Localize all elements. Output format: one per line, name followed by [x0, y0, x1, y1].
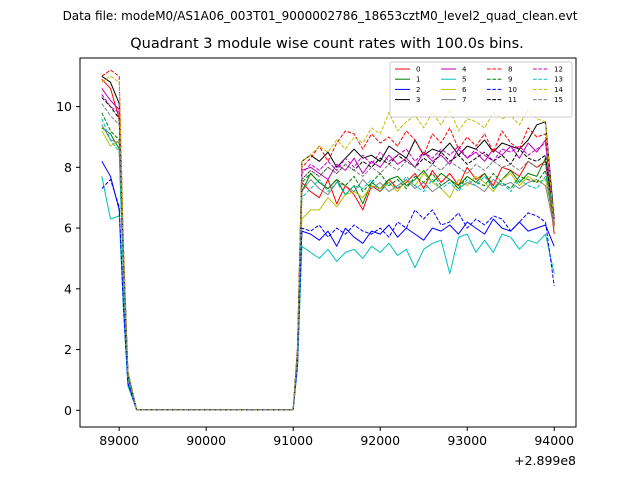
series-line-15 [101, 103, 555, 411]
series-line-10 [101, 179, 555, 411]
legend-label-6: 6 [462, 86, 467, 94]
legend-label-13: 13 [554, 76, 563, 84]
y-tick-label: 8 [64, 160, 72, 175]
x-axis: 89000 90000 91000 92000 93000 94000 [99, 427, 574, 448]
legend-label-15: 15 [554, 96, 563, 104]
x-tick-label: 90000 [186, 433, 226, 448]
legend-label-11: 11 [508, 96, 517, 104]
legend-label-10: 10 [508, 86, 517, 94]
legend-label-5: 5 [462, 76, 466, 84]
series-line-8 [101, 69, 555, 411]
legend-label-12: 12 [554, 66, 563, 74]
axes-frame [79, 57, 577, 428]
x-tick-label: 91000 [273, 433, 313, 448]
x-offset-label: +2.899e8 [514, 453, 576, 468]
y-axis: 0 2 4 6 8 10 [56, 99, 80, 418]
legend-label-2: 2 [416, 86, 420, 94]
y-tick-label: 2 [64, 342, 72, 357]
chart-title: Quadrant 3 module wise count rates with … [130, 36, 524, 52]
legend-label-0: 0 [416, 66, 420, 74]
series-line-14 [101, 75, 555, 411]
legend-label-7: 7 [462, 96, 466, 104]
y-tick-label: 0 [64, 403, 72, 418]
legend-box [389, 61, 573, 118]
x-tick-label: 93000 [447, 433, 487, 448]
suptitle: Data file: modeM0/AS1A06_003T01_90000027… [63, 9, 578, 23]
x-tick-label: 94000 [534, 433, 574, 448]
y-tick-label: 6 [64, 221, 72, 236]
legend-label-14: 14 [554, 86, 563, 94]
y-tick-label: 4 [64, 281, 72, 296]
series-line-9 [101, 112, 555, 411]
series-line-11 [101, 97, 555, 411]
legend-label-3: 3 [416, 96, 420, 104]
legend-label-4: 4 [462, 66, 467, 74]
legend-label-1: 1 [416, 76, 420, 84]
x-tick-label: 89000 [99, 433, 139, 448]
y-tick-label: 10 [56, 99, 72, 114]
x-tick-label: 92000 [360, 433, 400, 448]
legend-label-8: 8 [508, 66, 512, 74]
series-lines [101, 69, 555, 411]
legend-label-9: 9 [508, 76, 512, 84]
